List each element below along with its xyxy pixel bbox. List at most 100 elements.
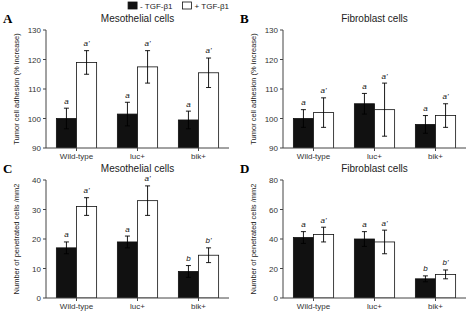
- figure: AMesothelial cells90100110120130Tumor ce…: [0, 0, 474, 312]
- error-cap: [125, 247, 130, 248]
- annotation: a: [362, 82, 367, 91]
- error-bar: [84, 198, 89, 216]
- y-tick-label: 20: [32, 235, 41, 244]
- error-bar: [321, 227, 326, 242]
- error-bar: [443, 270, 448, 279]
- annotation: a: [125, 225, 130, 234]
- error-line: [445, 270, 446, 279]
- annotation: a': [321, 216, 327, 225]
- error-line: [66, 108, 67, 129]
- error-cap: [145, 215, 150, 216]
- error-cap: [125, 125, 130, 126]
- error-bar: [362, 93, 367, 114]
- error-cap: [423, 133, 428, 134]
- error-cap: [145, 50, 150, 51]
- error-bar: [125, 236, 130, 248]
- y-tick-label: 30: [32, 206, 41, 215]
- error-bar: [145, 186, 150, 216]
- annotation: a': [145, 39, 151, 48]
- error-bar: [301, 232, 306, 244]
- error-cap: [443, 103, 448, 104]
- plot-area: [293, 83, 455, 148]
- x-tick-label: luc+: [130, 302, 145, 311]
- panel-label: C: [3, 161, 12, 176]
- bar: [138, 201, 158, 298]
- error-bar: [145, 51, 150, 83]
- title: Fibroblast cells: [341, 13, 408, 24]
- y-tick-label: 40: [32, 176, 41, 185]
- y-tick-label: 120: [265, 56, 279, 65]
- annotation: a': [145, 174, 151, 183]
- x-axis: [283, 298, 466, 299]
- error-cap: [321, 127, 326, 128]
- annotation: b': [443, 258, 449, 267]
- error-cap: [206, 262, 211, 263]
- legend-swatch: [128, 2, 137, 9]
- annotation: a': [84, 186, 90, 195]
- error-cap: [443, 269, 448, 270]
- error-cap: [362, 231, 367, 232]
- annotations: aaba'a'b': [301, 216, 449, 274]
- error-cap: [186, 265, 191, 266]
- error-cap: [382, 83, 387, 84]
- error-bar: [125, 102, 130, 126]
- x-tick-label: bik+: [191, 152, 206, 161]
- error-cap: [362, 114, 367, 115]
- error-bar: [186, 111, 191, 129]
- error-bar: [301, 110, 306, 128]
- error-line: [66, 242, 67, 254]
- annotation: a': [321, 86, 327, 95]
- error-cap: [84, 50, 89, 51]
- error-cap: [382, 136, 387, 137]
- annotation: a: [125, 91, 130, 100]
- error-cap: [443, 127, 448, 128]
- legend-entry: + TGF-β1: [195, 2, 230, 11]
- error-cap: [301, 109, 306, 110]
- error-line: [86, 198, 87, 216]
- annotation: a: [362, 220, 367, 229]
- error-cap: [301, 127, 306, 128]
- error-line: [364, 93, 365, 114]
- error-bar: [64, 242, 69, 254]
- error-line: [384, 230, 385, 254]
- y-tick-label: 40: [269, 235, 278, 244]
- error-cap: [206, 247, 211, 248]
- error-line: [188, 266, 189, 278]
- annotations: aaba'a'b': [64, 174, 212, 263]
- error-bar: [206, 58, 211, 88]
- error-bar: [443, 104, 448, 128]
- y-tick-label: 90: [32, 144, 41, 153]
- error-line: [303, 110, 304, 128]
- x-tick-label: Wild-type: [60, 302, 94, 311]
- y-axis: [46, 180, 47, 298]
- error-cap: [125, 236, 130, 237]
- error-bar: [382, 230, 387, 254]
- error-cap: [145, 83, 150, 84]
- error-cap: [362, 93, 367, 94]
- error-cap: [423, 281, 428, 282]
- bar: [314, 235, 334, 298]
- panel: AMesothelial cells90100110120130Tumor ce…: [3, 11, 229, 312]
- y-tick-label: 0: [274, 294, 279, 303]
- y-tick-label: 110: [265, 85, 278, 94]
- error-cap: [206, 87, 211, 88]
- legend-entry: - TGF-β1: [140, 2, 173, 11]
- x-tick-label: luc+: [367, 152, 382, 161]
- annotations: aaaa'a'a': [64, 39, 212, 108]
- y-axis-label: Number of penetrated cells /mm2: [249, 184, 258, 295]
- legend-swatch: [183, 2, 192, 9]
- y-tick-label: 130: [28, 26, 42, 35]
- panel: BFibroblast cells90100110120130Tumor cel…: [240, 11, 466, 312]
- y-tick-label: 120: [28, 56, 42, 65]
- error-cap: [321, 227, 326, 228]
- error-cap: [423, 275, 428, 276]
- annotation: a': [382, 72, 388, 81]
- error-bar: [64, 108, 69, 129]
- error-cap: [64, 128, 69, 129]
- error-bar: [206, 248, 211, 263]
- error-cap: [145, 185, 150, 186]
- annotation: a: [301, 220, 306, 229]
- y-tick-label: 20: [269, 265, 278, 274]
- x-tick-label: bik+: [428, 152, 443, 161]
- bar: [77, 62, 97, 148]
